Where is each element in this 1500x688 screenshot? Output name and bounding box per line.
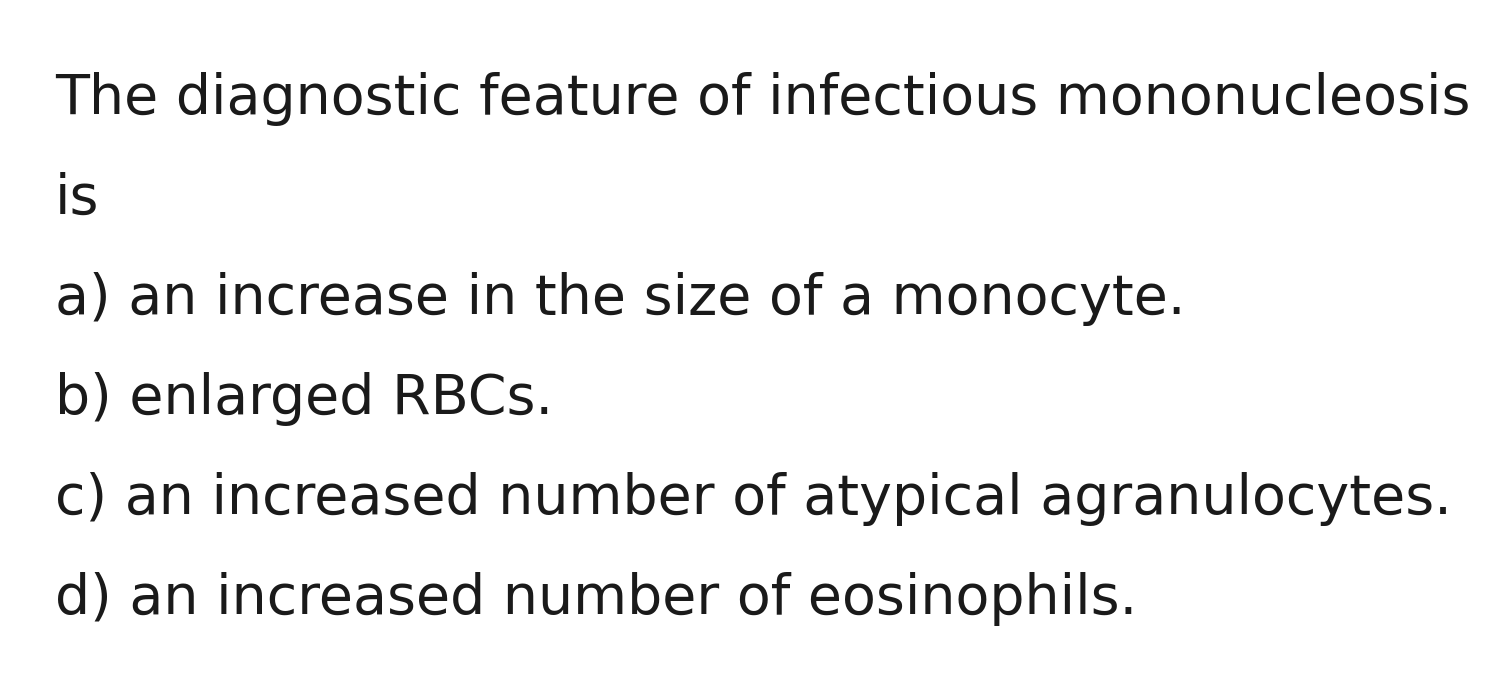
Text: b) enlarged RBCs.: b) enlarged RBCs.	[56, 372, 554, 426]
Text: The diagnostic feature of infectious mononucleosis: The diagnostic feature of infectious mon…	[56, 72, 1470, 126]
Text: a) an increase in the size of a monocyte.: a) an increase in the size of a monocyte…	[56, 272, 1185, 326]
Text: c) an increased number of atypical agranulocytes.: c) an increased number of atypical agran…	[56, 472, 1452, 526]
Text: d) an increased number of eosinophils.: d) an increased number of eosinophils.	[56, 572, 1137, 626]
Text: is: is	[56, 172, 99, 226]
